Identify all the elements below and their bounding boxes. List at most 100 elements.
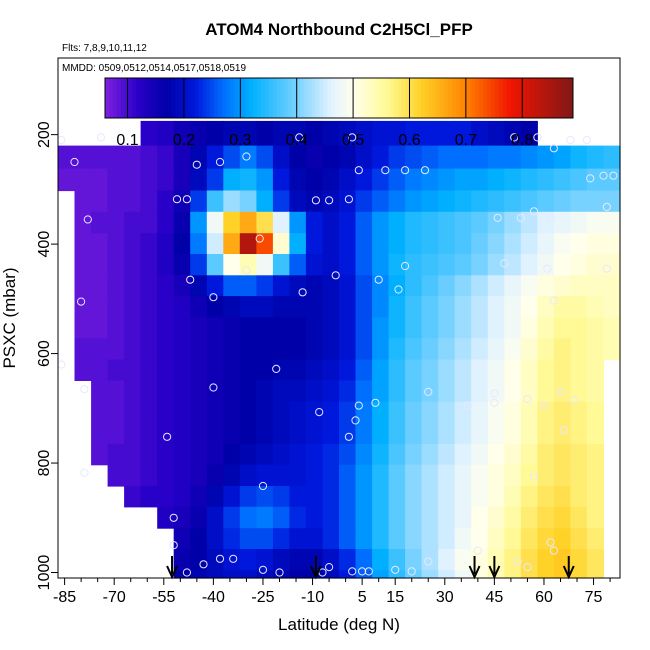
heatmap-cell bbox=[504, 401, 522, 424]
heatmap-cell bbox=[487, 464, 505, 487]
heatmap-cell bbox=[157, 211, 175, 234]
heatmap-cell bbox=[537, 317, 555, 339]
heatmap-cell bbox=[405, 464, 423, 487]
heatmap-cell bbox=[91, 401, 109, 424]
heatmap-cell bbox=[372, 120, 390, 147]
heatmap-cell bbox=[537, 380, 555, 403]
heatmap-cell bbox=[305, 380, 323, 403]
heatmap-cell bbox=[537, 338, 555, 361]
flight-arrow bbox=[166, 556, 178, 580]
heatmap-cell bbox=[305, 190, 323, 213]
heatmap-cell bbox=[504, 506, 522, 529]
heatmap-cell bbox=[372, 380, 390, 403]
heatmap-cell bbox=[438, 168, 456, 192]
heatmap-cell bbox=[305, 443, 323, 466]
heatmap-cell bbox=[372, 168, 390, 192]
heatmap-cell bbox=[256, 486, 274, 508]
colorbar-swatch bbox=[237, 78, 242, 118]
heatmap-cell bbox=[438, 211, 456, 234]
heatmap-cell bbox=[504, 359, 522, 381]
heatmap-cell bbox=[520, 359, 538, 381]
heatmap-cell bbox=[322, 317, 340, 339]
heatmap-cell bbox=[74, 275, 92, 297]
sample-point bbox=[242, 152, 251, 161]
heatmap-cell bbox=[570, 359, 588, 381]
heatmap-cell bbox=[107, 275, 125, 297]
heatmap-cell bbox=[421, 254, 439, 276]
heatmap-cell bbox=[157, 464, 175, 487]
heatmap-cell bbox=[206, 145, 224, 170]
heatmap-cell bbox=[421, 317, 439, 339]
heatmap-cell bbox=[289, 570, 307, 579]
heatmap-cell bbox=[206, 338, 224, 361]
sample-point bbox=[315, 408, 324, 417]
sample-point bbox=[255, 234, 264, 243]
heatmap-cell bbox=[173, 190, 191, 213]
heatmap-cell bbox=[487, 168, 505, 192]
heatmap-cell bbox=[421, 422, 439, 445]
heatmap-cell bbox=[173, 120, 191, 147]
heatmap-cell bbox=[339, 443, 357, 466]
heatmap-cell bbox=[487, 120, 505, 147]
heatmap-cell bbox=[322, 233, 340, 255]
heatmap-cell bbox=[405, 486, 423, 508]
heatmap-cell bbox=[322, 359, 340, 381]
heatmap-cell bbox=[388, 549, 406, 571]
heatmap-cell bbox=[239, 168, 257, 192]
heatmap-cell bbox=[322, 211, 340, 234]
heatmap-cell bbox=[157, 443, 175, 466]
heatmap-cell bbox=[405, 190, 423, 213]
heatmap-cell bbox=[206, 422, 224, 445]
heatmap-cell bbox=[305, 317, 323, 339]
heatmap-cell bbox=[520, 254, 538, 276]
heatmap-cell bbox=[339, 570, 357, 579]
colorbar-swatch bbox=[144, 78, 149, 118]
heatmap-cell bbox=[272, 422, 290, 445]
heatmap-cell bbox=[190, 190, 208, 213]
colorbar-swatch bbox=[413, 78, 418, 118]
heatmap-cell bbox=[388, 211, 406, 234]
colorbar-swatch bbox=[327, 78, 332, 118]
heatmap-cell bbox=[372, 359, 390, 381]
heatmap-cell bbox=[206, 120, 224, 147]
heatmap-cell bbox=[537, 401, 555, 424]
heatmap-cell bbox=[339, 233, 357, 255]
x-tick-label: 30 bbox=[436, 589, 454, 606]
heatmap-cell bbox=[520, 168, 538, 192]
heatmap-cell bbox=[124, 275, 142, 297]
sample-point bbox=[424, 557, 433, 566]
colorbar-swatch bbox=[167, 78, 172, 118]
sample-point bbox=[57, 136, 66, 145]
heatmap-cell bbox=[553, 296, 571, 318]
heatmap-cell bbox=[289, 506, 307, 529]
colorbar-swatch bbox=[206, 78, 211, 118]
heatmap-cell bbox=[487, 380, 505, 403]
sample-point bbox=[80, 468, 89, 477]
x-axis: -85 -70 -55 -40 -25 -10 5 15 30 45 60 75 bbox=[53, 578, 611, 606]
heatmap-cell bbox=[372, 254, 390, 276]
heatmap-cell bbox=[289, 317, 307, 339]
heatmap-cell bbox=[388, 506, 406, 529]
heatmap-cell bbox=[454, 120, 472, 147]
colorbar-swatch bbox=[151, 78, 157, 118]
sample-point bbox=[348, 133, 357, 142]
heatmap-cell bbox=[471, 254, 489, 276]
heatmap-cell bbox=[388, 570, 406, 579]
colorbar-swatch bbox=[495, 78, 500, 118]
sample-point bbox=[582, 136, 592, 145]
heatmap-cell bbox=[305, 506, 323, 529]
heatmap-cell bbox=[454, 380, 472, 403]
sample-point bbox=[473, 546, 482, 555]
colorbar-swatch bbox=[105, 78, 110, 118]
heatmap-cell bbox=[504, 422, 522, 445]
heatmap-cell bbox=[471, 422, 489, 445]
sample-point bbox=[566, 136, 575, 145]
heatmap-cell bbox=[405, 254, 423, 276]
colorbar-swatch bbox=[300, 78, 305, 118]
heatmap-cell bbox=[487, 233, 505, 255]
heatmap-cell bbox=[124, 233, 142, 255]
heatmap-cell bbox=[206, 168, 224, 192]
heatmap-cell bbox=[339, 254, 357, 276]
heatmap-cell bbox=[140, 120, 158, 147]
heatmap-cell bbox=[570, 464, 588, 487]
